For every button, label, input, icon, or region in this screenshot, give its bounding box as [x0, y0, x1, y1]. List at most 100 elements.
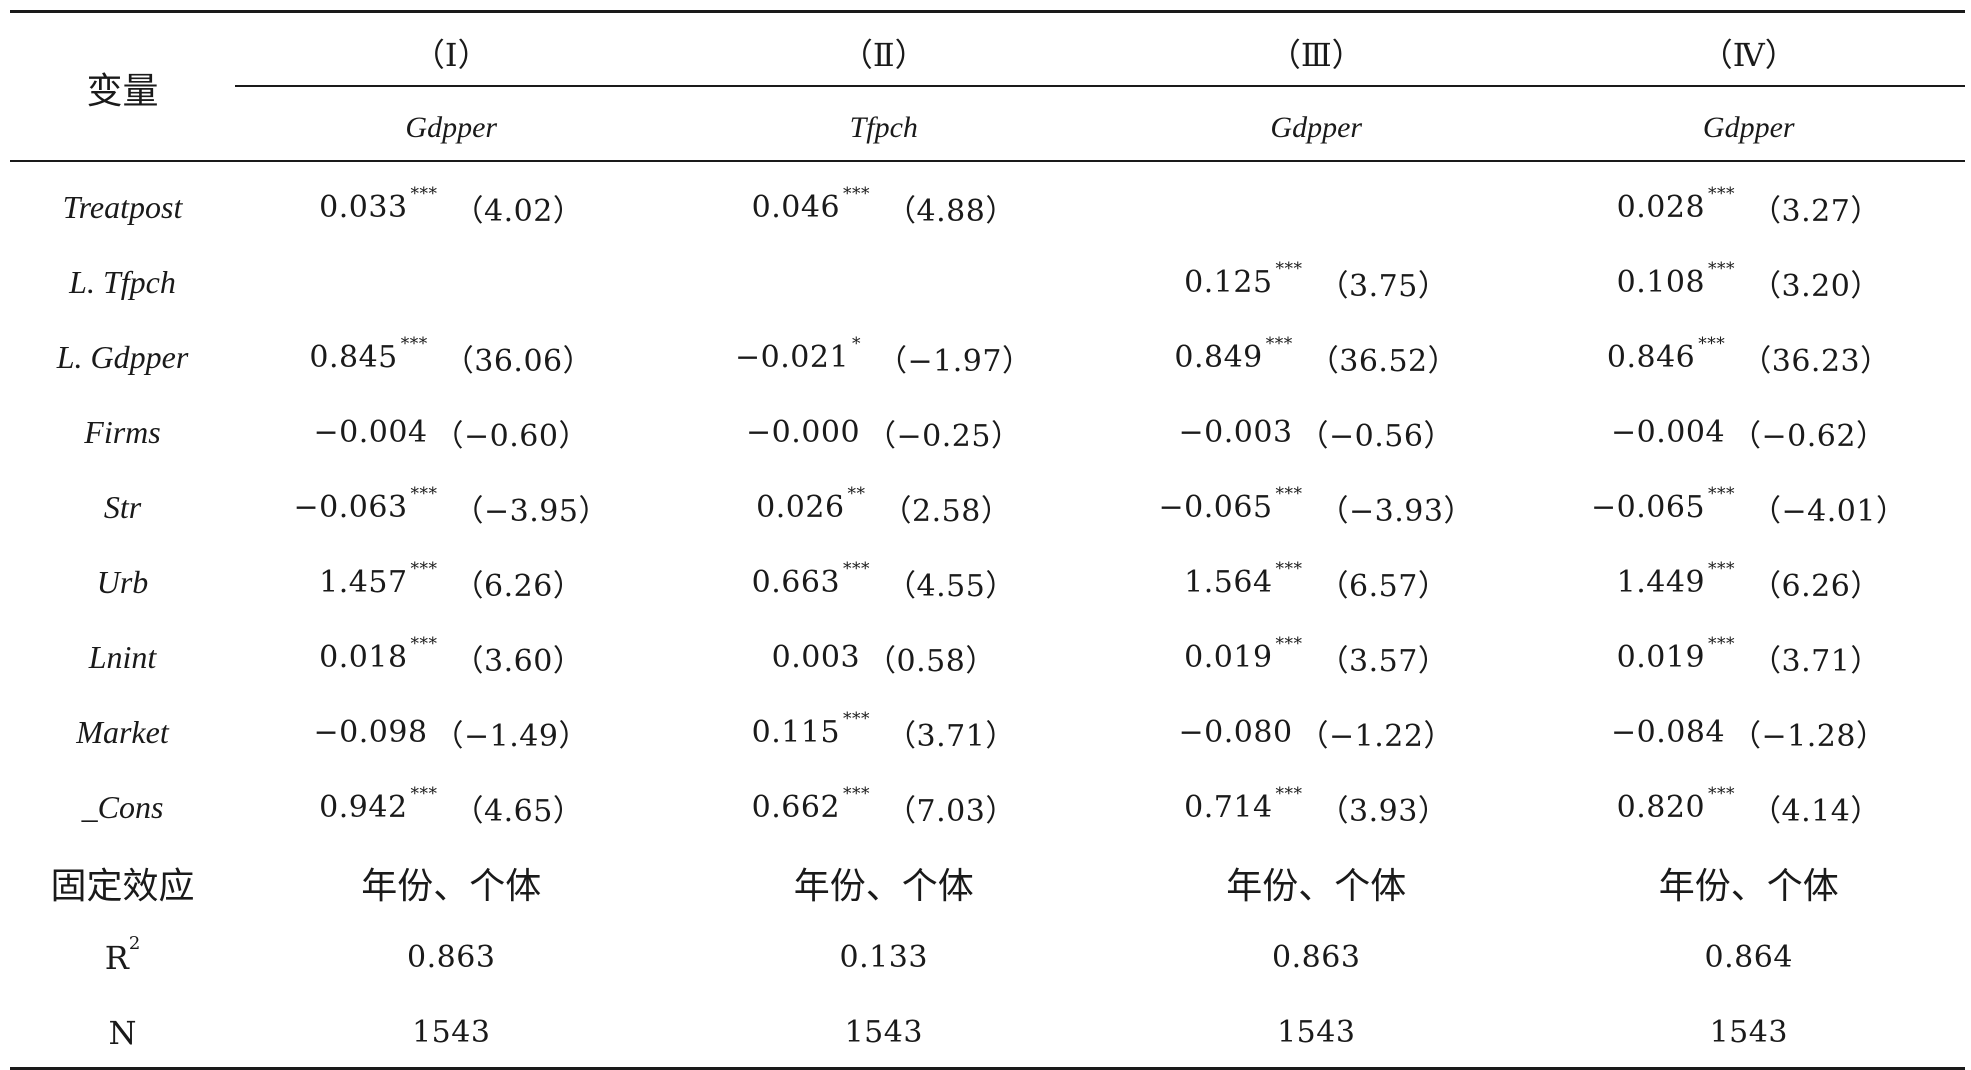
- fixed-effects-value: 年份、个体: [1658, 865, 1839, 907]
- t-statistic: （3.20）: [1751, 268, 1881, 304]
- t-statistic: （36.52）: [1308, 343, 1459, 379]
- dependent-variable-header: Tfpch: [849, 111, 918, 144]
- coefficient-cell: 0.125 *** （3.75）: [1100, 245, 1533, 320]
- coefficient-cell: −0.065 *** （−4.01）: [1533, 470, 1966, 545]
- t-statistic: （4.02）: [453, 193, 584, 229]
- coefficient-cell: −0.098 （−1.49）: [235, 695, 668, 770]
- row-variable-label: L. Gdpper: [56, 339, 189, 375]
- dependent-variable-header: Gdpper: [405, 111, 498, 144]
- t-statistic: （−0.25）: [866, 418, 1022, 454]
- r-squared-value: 0.864: [1704, 940, 1793, 975]
- observations-value: 1543: [1277, 1015, 1356, 1050]
- significance-stars: ***: [843, 708, 871, 729]
- significance-stars: ***: [1265, 333, 1293, 354]
- t-statistic: （4.14）: [1751, 793, 1881, 829]
- t-statistic: （−0.62）: [1731, 418, 1887, 454]
- coefficient-value: 0.018: [319, 640, 408, 675]
- coefficient-cell: −0.021 * （−1.97）: [668, 320, 1101, 395]
- coefficient-value: −0.063: [293, 490, 408, 525]
- row-variable-label: Treatpost: [62, 189, 183, 225]
- coefficient-cell: −0.004 （−0.60）: [235, 395, 668, 470]
- coefficient-cell: −0.084 （−1.28）: [1533, 695, 1966, 770]
- r-squared-base: R: [104, 938, 129, 977]
- coefficient-value: 0.662: [751, 790, 841, 825]
- coefficient-value: 1.449: [1616, 565, 1706, 600]
- coefficient-value: −0.000: [746, 415, 861, 450]
- coefficient-value: 0.125: [1184, 265, 1273, 300]
- model-header: （Ⅳ）: [1700, 36, 1797, 74]
- header-bottom-rule: [10, 160, 1965, 162]
- coefficient-value: −0.084: [1611, 715, 1726, 750]
- r-squared-value: 0.863: [407, 940, 496, 975]
- observations-label: N: [108, 1013, 137, 1052]
- significance-stars: ***: [1708, 183, 1736, 204]
- coefficient-value: 0.714: [1184, 790, 1273, 825]
- coefficient-cell: −0.063 *** （−3.95）: [235, 470, 668, 545]
- coefficient-cell: −0.080 （−1.22）: [1100, 695, 1533, 770]
- t-statistic: （3.57）: [1318, 643, 1449, 679]
- coefficient-cell: −0.003 （−0.56）: [1100, 395, 1533, 470]
- significance-stars: ***: [1708, 783, 1736, 804]
- t-statistic: （3.75）: [1318, 268, 1449, 304]
- significance-stars: ***: [410, 783, 438, 804]
- coefficient-cell: [1100, 170, 1533, 245]
- significance-stars: ***: [1708, 258, 1736, 279]
- coefficient-cell: 0.662 *** （7.03）: [668, 770, 1101, 845]
- t-statistic: （−1.97）: [877, 343, 1033, 379]
- significance-stars: ***: [1708, 483, 1736, 504]
- t-statistic: （7.03）: [886, 793, 1016, 829]
- coefficient-cell: 1.449 *** （6.26）: [1533, 545, 1966, 620]
- coefficient-value: 1.457: [319, 565, 408, 600]
- coefficient-value: 0.846: [1606, 340, 1696, 375]
- t-statistic: （36.23）: [1741, 343, 1891, 379]
- fixed-effects-value: 年份、个体: [793, 865, 974, 907]
- t-statistic: （3.60）: [453, 643, 584, 679]
- coefficient-value: 0.115: [751, 715, 841, 750]
- coefficient-cell: 1.457 *** （6.26）: [235, 545, 668, 620]
- row-variable-label: Str: [103, 489, 142, 525]
- t-statistic: （3.93）: [1318, 793, 1449, 829]
- coefficient-cell: 0.663 *** （4.55）: [668, 545, 1101, 620]
- significance-stars: ***: [410, 558, 438, 579]
- coefficient-value: 0.028: [1616, 190, 1706, 225]
- coefficient-cell: 0.845 *** （36.06）: [235, 320, 668, 395]
- coefficient-cell: 0.026 ** （2.58）: [668, 470, 1101, 545]
- t-statistic: （−0.60）: [433, 418, 589, 454]
- t-statistic: （−0.56）: [1298, 418, 1454, 454]
- row-variable-label: Lnint: [88, 639, 157, 675]
- significance-stars: ***: [1275, 633, 1303, 654]
- significance-stars: ***: [1275, 558, 1303, 579]
- t-statistic: （4.65）: [453, 793, 584, 829]
- observations-value: 1543: [412, 1015, 491, 1050]
- coefficient-value: 1.564: [1184, 565, 1273, 600]
- t-statistic: （36.06）: [443, 343, 594, 379]
- coefficient-value: 0.849: [1174, 340, 1263, 375]
- coefficient-value: 0.845: [309, 340, 398, 375]
- row-variable-label: Urb: [96, 564, 149, 600]
- coefficient-cell: 0.019 *** （3.57）: [1100, 620, 1533, 695]
- coefficient-cell: 0.820 *** （4.14）: [1533, 770, 1966, 845]
- t-statistic: （3.71）: [886, 718, 1016, 754]
- coefficient-cell: 0.846 *** （36.23）: [1533, 320, 1966, 395]
- t-statistic: （2.58）: [881, 493, 1012, 529]
- significance-stars: ***: [1275, 258, 1303, 279]
- coefficient-cell: [235, 245, 668, 320]
- coefficient-value: 0.019: [1616, 640, 1706, 675]
- row-variable-label: L. Tfpch: [69, 264, 176, 300]
- t-statistic: （−3.93）: [1318, 493, 1474, 529]
- coefficient-value: −0.098: [313, 715, 428, 750]
- fixed-effects-label: 固定效应: [50, 865, 195, 907]
- r-squared-superscript: 2: [128, 933, 141, 954]
- t-statistic: （−4.01）: [1751, 493, 1907, 529]
- significance-stars: **: [847, 483, 866, 504]
- significance-stars: ***: [400, 333, 428, 354]
- model-header: （Ⅱ）: [840, 36, 927, 74]
- t-statistic: （6.57）: [1318, 568, 1449, 604]
- coefficient-value: 0.663: [751, 565, 841, 600]
- t-statistic: （−1.28）: [1731, 718, 1887, 754]
- t-statistic: （−1.49）: [433, 718, 589, 754]
- coefficient-value: 0.003: [771, 640, 861, 675]
- r-squared-value: 0.133: [839, 940, 928, 975]
- significance-stars: ***: [1708, 633, 1736, 654]
